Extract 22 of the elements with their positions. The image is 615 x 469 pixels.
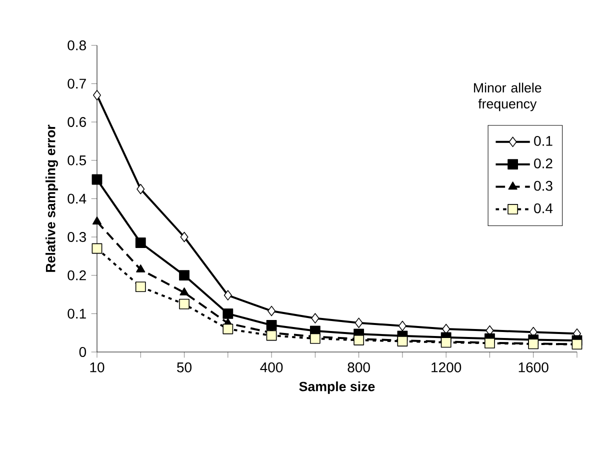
x-tick-label: 1200 <box>432 362 462 372</box>
y-tick-label: 0.7 <box>68 78 86 89</box>
legend-label: 0.3 <box>534 180 552 191</box>
y-tick-label: 0.2 <box>68 270 86 280</box>
y-tick-label: 0.6 <box>68 117 86 127</box>
x-tick-label: 800 <box>348 362 370 372</box>
x-tick-label: 50 <box>177 362 192 372</box>
y-tick-label: 0.8 <box>68 40 86 50</box>
x-tick-label: 400 <box>260 362 283 372</box>
y-tick-label: 0.1 <box>68 308 86 319</box>
y-tick-label: 0.4 <box>68 194 86 204</box>
y-axis-title: Relative sampling error <box>45 124 58 272</box>
legend-label: 0.2 <box>534 158 552 168</box>
y-tick-label: 0.5 <box>68 155 86 166</box>
y-tick-label: 0 <box>79 347 86 357</box>
x-tick-label: 10 <box>90 362 104 372</box>
y-tick-label: 0.3 <box>68 232 86 242</box>
x-axis-title: Sample size <box>299 381 375 394</box>
legend-label: 0.1 <box>534 136 552 146</box>
x-tick-label: 1600 <box>518 362 548 372</box>
legend-label: 0.4 <box>534 203 553 214</box>
legend-title: Minor allele frequency <box>474 82 542 112</box>
